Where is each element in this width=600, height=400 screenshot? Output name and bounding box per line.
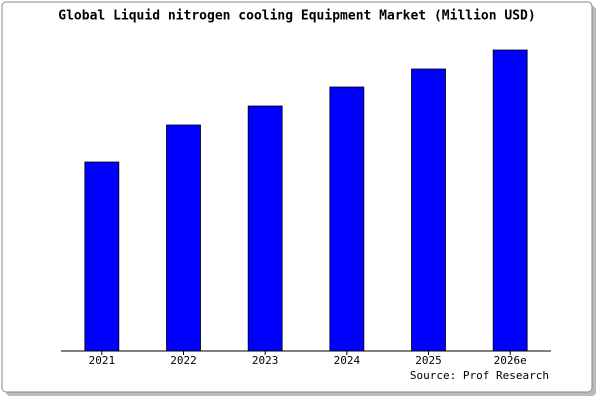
x-tick-label: 2026e: [494, 354, 527, 367]
x-tick-label: 2024: [334, 354, 361, 367]
bar: [411, 68, 446, 352]
chart-title: Global Liquid nitrogen cooling Equipment…: [58, 9, 535, 24]
bar: [329, 86, 365, 352]
x-tick-label: 2023: [252, 354, 279, 367]
bar: [84, 161, 120, 352]
bar: [492, 49, 528, 352]
x-tick-label: 2022: [170, 354, 197, 367]
x-tick-label: 2021: [89, 354, 116, 367]
source-note: Source: Prof Research: [410, 369, 549, 382]
x-tick-label: 2025: [415, 354, 442, 367]
bar: [247, 105, 283, 352]
bar: [166, 124, 201, 352]
